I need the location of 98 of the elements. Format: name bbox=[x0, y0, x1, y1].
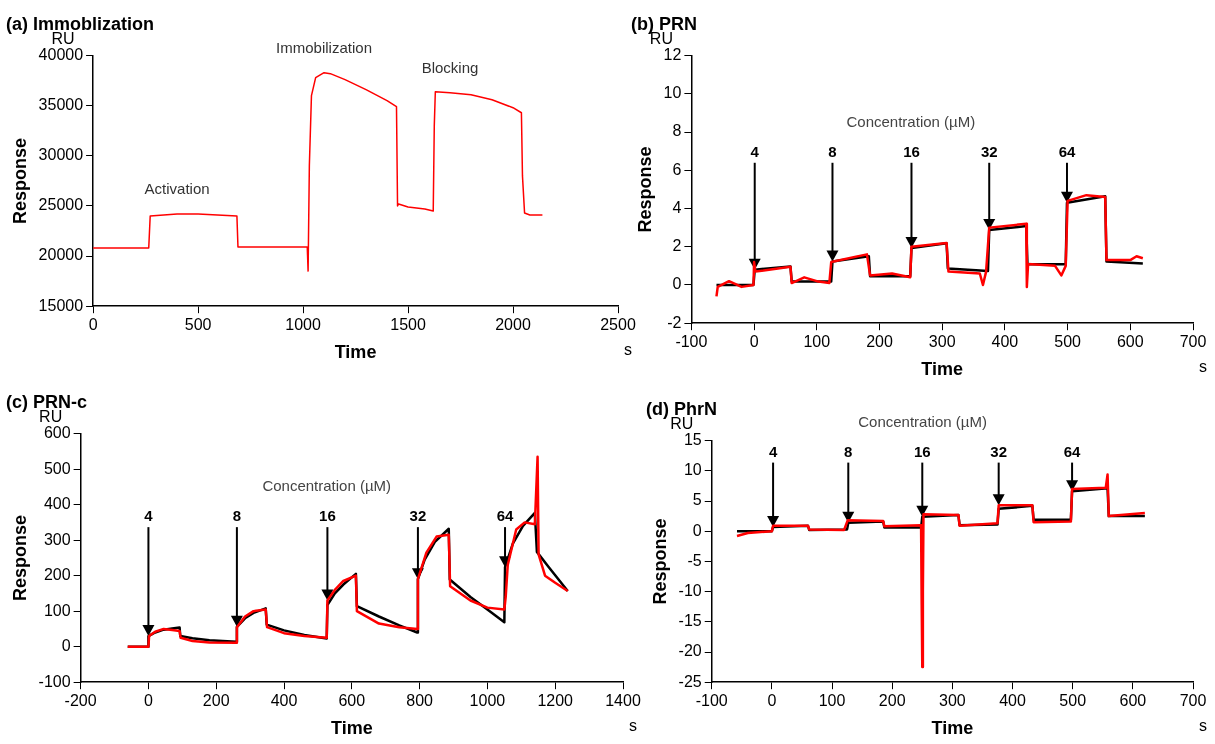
y-tick-label: -10 bbox=[678, 582, 702, 600]
x-tick-label: 1400 bbox=[605, 692, 641, 710]
y-axis-title: Response bbox=[634, 146, 655, 233]
y-tick-label: 10 bbox=[683, 461, 702, 479]
x-tick-label: 500 bbox=[1059, 692, 1087, 710]
x-tick-label: 800 bbox=[406, 692, 434, 710]
y-tick-label: 600 bbox=[43, 424, 71, 442]
x-tick-label: 400 bbox=[999, 692, 1026, 710]
x-tick-label: 200 bbox=[866, 333, 893, 351]
y-tick-label: -15 bbox=[678, 612, 702, 630]
annotation: 32 bbox=[990, 442, 1008, 460]
y-tick-label: 2 bbox=[672, 237, 682, 255]
y-tick-label: 5 bbox=[692, 491, 702, 509]
annotation: 32 bbox=[980, 142, 998, 160]
y-tick-label: 8 bbox=[672, 122, 682, 140]
y-tick-label: 35000 bbox=[38, 96, 84, 114]
y-tick-label: -2 bbox=[667, 313, 682, 331]
text: s bbox=[629, 716, 637, 734]
annotation: 4 bbox=[750, 142, 760, 160]
annotation: Immobilization bbox=[276, 38, 372, 56]
x-tick-label: 100 bbox=[803, 333, 831, 351]
annotation: 16 bbox=[319, 507, 336, 525]
x-tick-label: 1200 bbox=[537, 692, 574, 710]
annotation: 16 bbox=[913, 442, 931, 460]
x-tick-label: 600 bbox=[1119, 692, 1147, 710]
y-tick-label: 0 bbox=[692, 521, 702, 539]
x-tick-label: 300 bbox=[928, 333, 956, 351]
x-tick-label: 2500 bbox=[600, 316, 636, 334]
y-tick-label: -100 bbox=[38, 672, 71, 690]
y-tick-label: 10 bbox=[663, 84, 682, 102]
annotation: 64 bbox=[1058, 142, 1076, 160]
y-tick-label: 500 bbox=[43, 459, 71, 477]
y-tick-label: 12 bbox=[663, 46, 682, 64]
y-tick-label: 100 bbox=[43, 601, 71, 619]
y-tick-label: 4 bbox=[672, 198, 682, 216]
annotation: 32 bbox=[409, 507, 427, 525]
annotation: 8 bbox=[844, 442, 853, 460]
text: Concentration (µM) bbox=[858, 412, 987, 430]
annotation: 4 bbox=[768, 442, 778, 460]
y-tick-label: 15000 bbox=[38, 296, 84, 314]
y-tick-label: 40000 bbox=[38, 46, 84, 64]
y-tick-label: 15 bbox=[683, 431, 702, 449]
y-tick-label: 25000 bbox=[38, 196, 84, 214]
y-tick-label: 0 bbox=[61, 637, 71, 655]
text: RU bbox=[670, 415, 694, 433]
y-axis-title: Response bbox=[9, 137, 30, 224]
x-axis-title: Time bbox=[330, 718, 373, 739]
annotation: Concentration (µM) bbox=[262, 477, 392, 495]
x-tick-label: 600 bbox=[1116, 333, 1144, 351]
x-tick-label: 0 bbox=[749, 333, 759, 351]
annotation: 8 bbox=[232, 507, 242, 525]
x-tick-label: 0 bbox=[88, 316, 98, 334]
x-tick-label: 400 bbox=[270, 692, 298, 710]
y-tick-label: 20000 bbox=[38, 246, 84, 264]
y-tick-label: -5 bbox=[687, 551, 702, 569]
x-tick-label: 100 bbox=[818, 692, 846, 710]
x-tick-label: 1000 bbox=[285, 316, 321, 334]
x-tick-label: 600 bbox=[338, 692, 366, 710]
y-tick-label: 300 bbox=[43, 530, 71, 548]
x-tick-label: 0 bbox=[767, 692, 777, 710]
annotation: Concentration (µM) bbox=[846, 112, 976, 130]
annotation: 64 bbox=[1063, 442, 1082, 460]
x-tick-label: 400 bbox=[991, 333, 1019, 351]
x-axis-title: Time bbox=[931, 718, 974, 739]
text: s bbox=[1199, 716, 1207, 734]
text: RU bbox=[39, 408, 63, 426]
annotation: Blocking bbox=[421, 58, 479, 76]
y-axis-title: Response bbox=[649, 518, 670, 605]
y-tick-label: -20 bbox=[678, 642, 702, 660]
annotation: 4 bbox=[144, 507, 154, 525]
x-axis-title: Time bbox=[334, 342, 377, 363]
text: RU bbox=[51, 30, 75, 48]
y-tick-label: 400 bbox=[43, 495, 71, 513]
x-axis-title: Time bbox=[921, 359, 964, 380]
annotation: 16 bbox=[903, 142, 920, 160]
annotation: 64 bbox=[496, 507, 515, 525]
text: s bbox=[624, 340, 632, 358]
x-tick-label: 700 bbox=[1179, 333, 1207, 351]
y-tick-label: 30000 bbox=[38, 146, 84, 164]
x-tick-label: 500 bbox=[184, 316, 212, 334]
x-tick-label: 200 bbox=[878, 692, 906, 710]
x-tick-label: 1000 bbox=[469, 692, 506, 710]
x-tick-label: 700 bbox=[1179, 692, 1207, 710]
x-tick-label: 1500 bbox=[390, 316, 426, 334]
y-axis-title: Response bbox=[9, 514, 30, 601]
x-tick-label: 200 bbox=[202, 692, 230, 710]
y-tick-label: -25 bbox=[678, 672, 702, 690]
text: s bbox=[1199, 357, 1207, 375]
x-tick-label: 0 bbox=[143, 692, 153, 710]
x-tick-label: -200 bbox=[64, 692, 97, 710]
x-tick-label: 500 bbox=[1054, 333, 1082, 351]
y-tick-label: 200 bbox=[43, 566, 71, 584]
y-tick-label: 0 bbox=[672, 275, 682, 293]
y-tick-label: 6 bbox=[672, 160, 682, 178]
x-tick-label: 300 bbox=[939, 692, 966, 710]
x-tick-label: 2000 bbox=[495, 316, 531, 334]
annotation: Activation bbox=[144, 180, 210, 198]
annotation: 8 bbox=[828, 142, 837, 160]
